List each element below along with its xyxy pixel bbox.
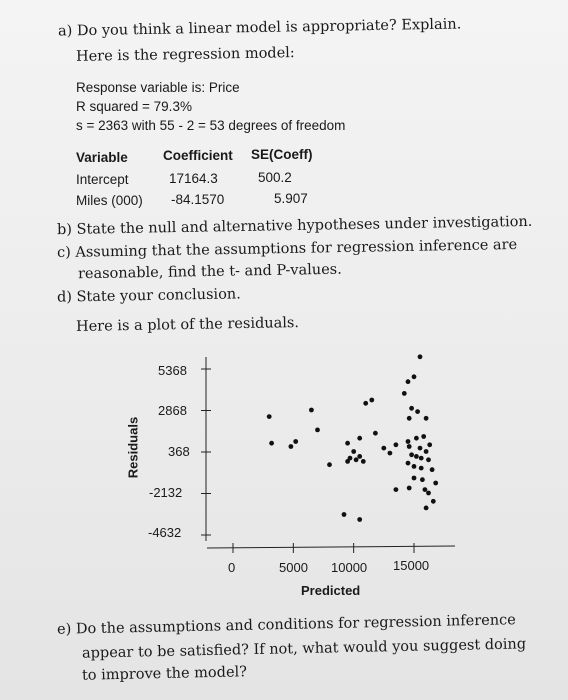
residual-point — [341, 512, 347, 517]
residual-point — [373, 430, 378, 436]
residual-point — [422, 487, 428, 492]
residual-point — [266, 414, 272, 419]
residual-point — [347, 455, 353, 461]
residual-point — [345, 440, 350, 446]
residual-point — [423, 505, 429, 511]
residual-point — [405, 439, 411, 444]
residual-point — [409, 452, 414, 458]
residual-point — [357, 517, 363, 522]
row-miles-se: 5.907 — [274, 191, 308, 206]
table-header-se: SE(Coeff) — [251, 147, 313, 162]
residual-point — [363, 400, 369, 406]
residual-point — [360, 459, 366, 464]
s-degrees-line: s = 2363 with 55 - 2 = 53 degrees of fre… — [76, 118, 346, 133]
residual-point — [411, 475, 417, 481]
residual-point — [353, 457, 359, 463]
residual-point — [406, 485, 412, 491]
response-variable-line: Response variable is: Price — [76, 80, 240, 95]
row-intercept-variable: Intercept — [76, 172, 129, 187]
x-tick-label: 10000 — [331, 560, 368, 575]
residual-point — [401, 391, 407, 396]
x-axis-label: Predicted — [301, 583, 361, 598]
residual-point — [423, 415, 429, 421]
x-axis-line — [206, 545, 456, 549]
residual-point — [430, 498, 436, 504]
residual-point — [288, 444, 294, 449]
residual-point — [406, 444, 412, 449]
row-miles-variable: Miles (000) — [76, 193, 143, 208]
residual-point — [369, 397, 375, 403]
residual-point — [415, 409, 420, 414]
row-intercept-se: 500.2 — [258, 170, 292, 185]
residual-point — [387, 450, 393, 456]
table-header-variable: Variable — [76, 150, 128, 165]
residual-point — [293, 439, 299, 444]
y-tick-label: -2132 — [149, 485, 183, 500]
y-tick-label: 368 — [168, 444, 190, 459]
residual-point — [309, 407, 314, 413]
residual-point — [351, 449, 357, 454]
residual-point — [393, 442, 399, 448]
residual-point — [411, 374, 417, 380]
y-tick-label: 2868 — [158, 403, 187, 418]
row-intercept-coefficient: 17164.3 — [169, 171, 218, 186]
x-tick-label: 5000 — [279, 560, 308, 575]
r-squared-line: R squared = 79.3% — [76, 99, 192, 114]
residual-point — [357, 435, 363, 441]
residual-point — [414, 454, 419, 459]
residual-point — [327, 462, 332, 468]
residual-point — [381, 445, 387, 451]
residual-point — [426, 490, 431, 496]
residual-point — [409, 405, 414, 411]
residual-point — [418, 465, 424, 471]
residual-point — [421, 434, 427, 439]
y-axis-label: Residuals — [125, 416, 141, 479]
residual-point — [426, 457, 431, 463]
residual-point — [411, 464, 417, 469]
residual-point — [423, 449, 429, 454]
y-tick-label: 5368 — [158, 363, 187, 378]
residual-point — [414, 435, 419, 441]
residual-point — [406, 415, 412, 421]
residual-point — [427, 442, 433, 448]
residual-point — [417, 445, 423, 451]
residual-point — [357, 454, 363, 459]
residual-point — [345, 459, 350, 464]
residual-point — [315, 427, 320, 433]
residual-point — [269, 440, 274, 446]
x-tick-label: 15000 — [393, 558, 430, 573]
residual-point — [393, 487, 399, 492]
x-tick-label: 0 — [228, 560, 236, 575]
residual-point — [433, 480, 439, 486]
residual-point — [418, 455, 424, 461]
residual-point — [417, 354, 423, 360]
y-tick-label: -4632 — [148, 525, 182, 540]
residual-point — [420, 477, 425, 483]
residual-point — [405, 460, 411, 466]
residual-point — [405, 379, 411, 385]
table-header-coefficient: Coefficient — [163, 148, 233, 163]
residual-point — [429, 467, 435, 473]
row-miles-coefficient: -84.1570 — [171, 192, 225, 207]
